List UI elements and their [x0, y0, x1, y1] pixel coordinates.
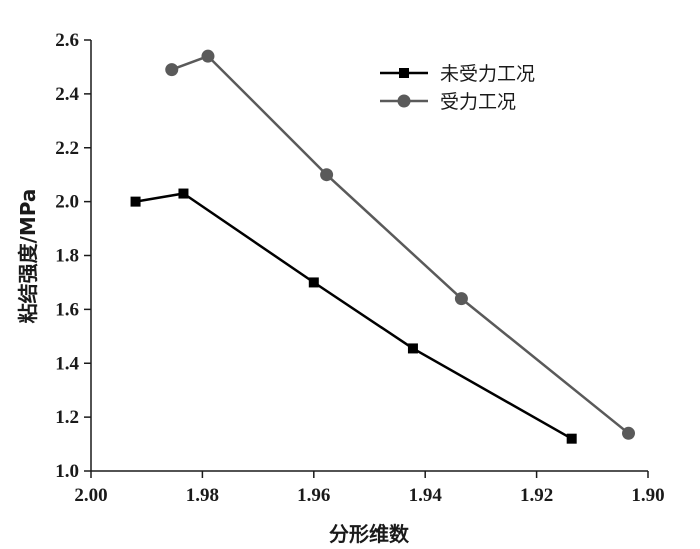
x-tick-label-1: 1.98: [186, 485, 219, 506]
y-tick-label-3: 1.6: [55, 299, 79, 320]
legend-marker-1: [397, 94, 411, 108]
series-1-point-0: [165, 63, 179, 77]
axes: [90, 40, 648, 472]
x-tick-label-3: 1.94: [409, 485, 443, 506]
legend-label-1: 受力工况: [440, 91, 516, 113]
series-1-point-1: [201, 49, 215, 63]
legend: 未受力工况 受力工况: [380, 63, 535, 113]
series-1: [165, 49, 636, 440]
series-0-point-1: [178, 188, 189, 199]
x-tick-label-5: 1.90: [631, 485, 664, 506]
x-tick-label-0: 2.00: [74, 485, 107, 506]
y-tick-label-1: 1.2: [55, 407, 79, 428]
legend-entry-1: 受力工况: [380, 91, 516, 113]
y-tick-label-2: 1.4: [55, 353, 79, 374]
legend-marker-0: [399, 68, 409, 78]
series-0-point-4: [566, 433, 577, 444]
series-line-0: [135, 192, 573, 440]
series-0-point-0: [130, 196, 141, 207]
series-1-point-3: [454, 292, 468, 306]
tick-labels: 1.0 1.2 1.4 1.6 1.8 2.0 2.2 2.4 2.6 2.00 1.98 1.96 1…: [55, 30, 664, 506]
y-tick-label-4: 1.8: [55, 246, 79, 267]
series-1-point-4: [622, 426, 636, 440]
legend-entry-0: 未受力工况: [380, 63, 535, 85]
series-0-point-2: [308, 277, 319, 288]
x-axis-title: 分形维数: [329, 522, 410, 546]
series-0-point-3: [407, 343, 418, 354]
series-layer: [130, 49, 636, 444]
x-tick-label-2: 1.96: [297, 485, 330, 506]
y-axis-title: 粘结强度/MPa: [16, 189, 40, 324]
y-tick-label-7: 2.4: [55, 84, 79, 105]
y-tick-label-0: 1.0: [55, 461, 79, 482]
series-1-point-2: [320, 168, 334, 182]
y-tick-label-6: 2.2: [55, 138, 79, 159]
ticks: [84, 39, 649, 478]
series-0: [130, 188, 577, 444]
x-tick-label-4: 1.92: [520, 485, 553, 506]
series-line-1: [171, 54, 630, 435]
y-tick-label-8: 2.6: [55, 30, 79, 51]
legend-label-0: 未受力工况: [440, 63, 535, 85]
y-tick-label-5: 2.0: [55, 192, 79, 213]
